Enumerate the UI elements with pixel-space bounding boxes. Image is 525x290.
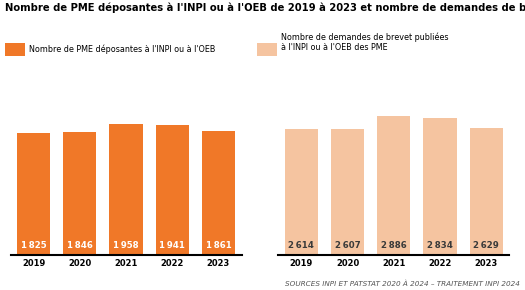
Text: 1 958: 1 958 bbox=[113, 241, 139, 250]
Bar bbox=[17, 133, 50, 255]
Text: Nombre de demandes de brevet publiées
à l'INPI ou à l'OEB des PME: Nombre de demandes de brevet publiées à … bbox=[281, 32, 448, 52]
Text: 1 941: 1 941 bbox=[159, 241, 185, 250]
Text: 2 614: 2 614 bbox=[288, 241, 314, 250]
Bar bbox=[109, 124, 143, 255]
Text: 1 861: 1 861 bbox=[205, 241, 232, 250]
Text: 1 846: 1 846 bbox=[67, 241, 93, 250]
Bar bbox=[423, 118, 457, 255]
Bar bbox=[377, 116, 411, 255]
Bar bbox=[285, 129, 318, 255]
Text: SOURCES INPI ET PATSTAT 2020 À 2024 – TRAITEMENT INPI 2024: SOURCES INPI ET PATSTAT 2020 À 2024 – TR… bbox=[285, 281, 520, 287]
Text: 2 629: 2 629 bbox=[473, 241, 499, 250]
Text: 2 834: 2 834 bbox=[427, 241, 453, 250]
Bar bbox=[155, 125, 189, 255]
Bar bbox=[331, 129, 364, 255]
Bar bbox=[469, 128, 503, 255]
Text: 2 886: 2 886 bbox=[381, 241, 407, 250]
Bar bbox=[202, 131, 235, 255]
Text: Nombre de PME déposantes à l'INPI ou à l'OEB: Nombre de PME déposantes à l'INPI ou à l… bbox=[29, 45, 215, 54]
Bar bbox=[63, 132, 97, 255]
Text: 1 825: 1 825 bbox=[21, 241, 46, 250]
Text: Nombre de PME déposantes à l'INPI ou à l'OEB de 2019 à 2023 et nombre de demande: Nombre de PME déposantes à l'INPI ou à l… bbox=[5, 3, 525, 13]
Text: 2 607: 2 607 bbox=[334, 241, 361, 250]
